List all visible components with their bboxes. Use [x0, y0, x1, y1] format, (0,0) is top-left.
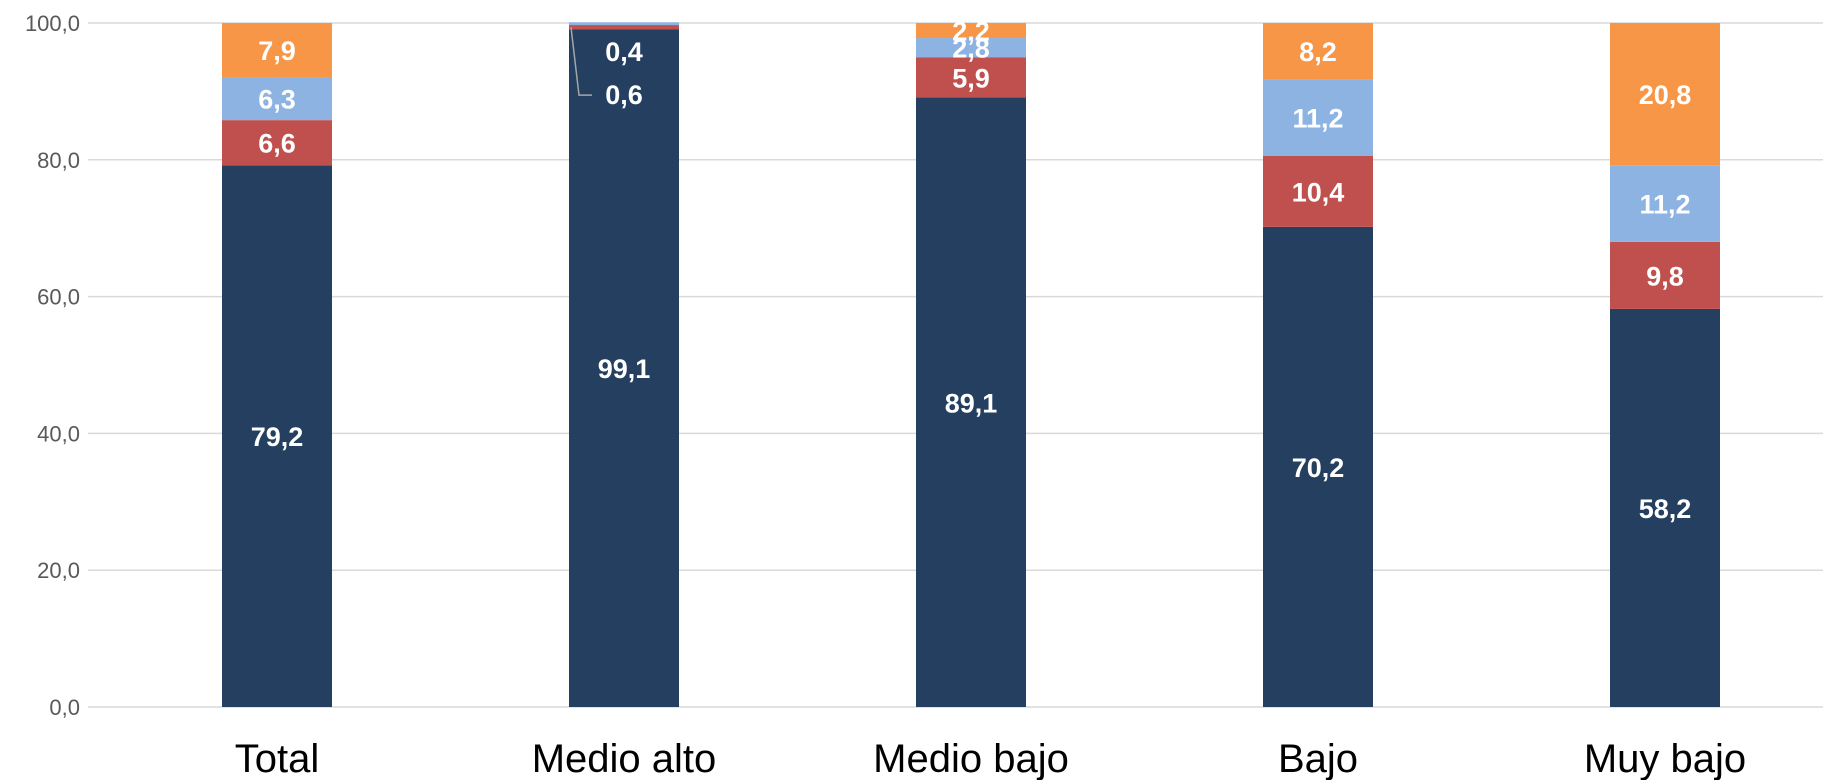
bar-segment: [1610, 165, 1720, 242]
x-category-label: Medio alto: [532, 737, 717, 780]
x-category-label: Bajo: [1278, 737, 1358, 780]
y-axis: 0,0 20,0 40,0 60,0 80,0 100,0: [25, 11, 80, 720]
data-label: 6,6: [258, 129, 296, 159]
bar-segment: [916, 38, 1026, 58]
bar-segment: [916, 57, 1026, 98]
bar-segment: [569, 29, 679, 707]
data-label: 2,8: [952, 34, 990, 64]
data-label: 99,1: [598, 354, 651, 384]
data-label: 5,9: [952, 63, 990, 93]
data-label: 70,2: [1292, 453, 1345, 483]
y-tick-label: 40,0: [37, 421, 80, 446]
data-label: 89,1: [945, 388, 998, 418]
data-label: 10,4: [1292, 177, 1345, 207]
bar-segment: [1610, 308, 1720, 707]
data-label: 2,2: [952, 17, 990, 47]
bar-segment: [916, 97, 1026, 707]
bar-segment: [569, 25, 679, 30]
x-category-label: Medio bajo: [873, 737, 1069, 780]
data-label: 79,2: [251, 422, 304, 452]
bar-segment: [569, 22, 679, 26]
y-tick-label: 60,0: [37, 285, 80, 310]
bar-segment: [1610, 241, 1720, 309]
data-label: 0,4: [605, 37, 643, 67]
data-label: 0,6: [605, 80, 643, 110]
x-axis: Total Medio alto Medio bajo Bajo Muy bajo: [235, 737, 1746, 780]
bar-segment: [222, 77, 332, 121]
data-label: 9,8: [1646, 261, 1684, 291]
bar-segment: [1263, 79, 1373, 156]
bar-segment: [222, 23, 332, 78]
y-tick-label: 20,0: [37, 558, 80, 583]
data-label: 7,9: [258, 36, 296, 66]
bar-segment: [222, 165, 332, 708]
leader-line: [570, 27, 592, 96]
x-category-label: Total: [235, 737, 320, 780]
x-category-label: Muy bajo: [1584, 737, 1746, 780]
data-label: 58,2: [1639, 494, 1692, 524]
bar-segment: [222, 120, 332, 166]
data-label: 20,8: [1639, 80, 1692, 110]
data-label: 6,3: [258, 85, 296, 115]
bar-segment: [1263, 226, 1373, 707]
data-labels: 79,2 6,6 6,3 7,9 99,1 0,6 0,4 89,1 5,92,82,2 70,2…: [251, 17, 1692, 524]
data-label: 8,2: [1299, 37, 1337, 67]
bar-segment: [1263, 23, 1373, 80]
bar-segment: [1610, 23, 1720, 166]
bars: [222, 22, 1720, 708]
y-tick-label: 0,0: [49, 695, 80, 720]
bar-segment: [916, 23, 1026, 39]
y-tick-label: 80,0: [37, 148, 80, 173]
y-tick-label: 100,0: [25, 11, 80, 36]
data-label: 11,2: [1639, 190, 1690, 220]
bar-segment: [1263, 155, 1373, 227]
data-label: 11,2: [1292, 103, 1343, 133]
